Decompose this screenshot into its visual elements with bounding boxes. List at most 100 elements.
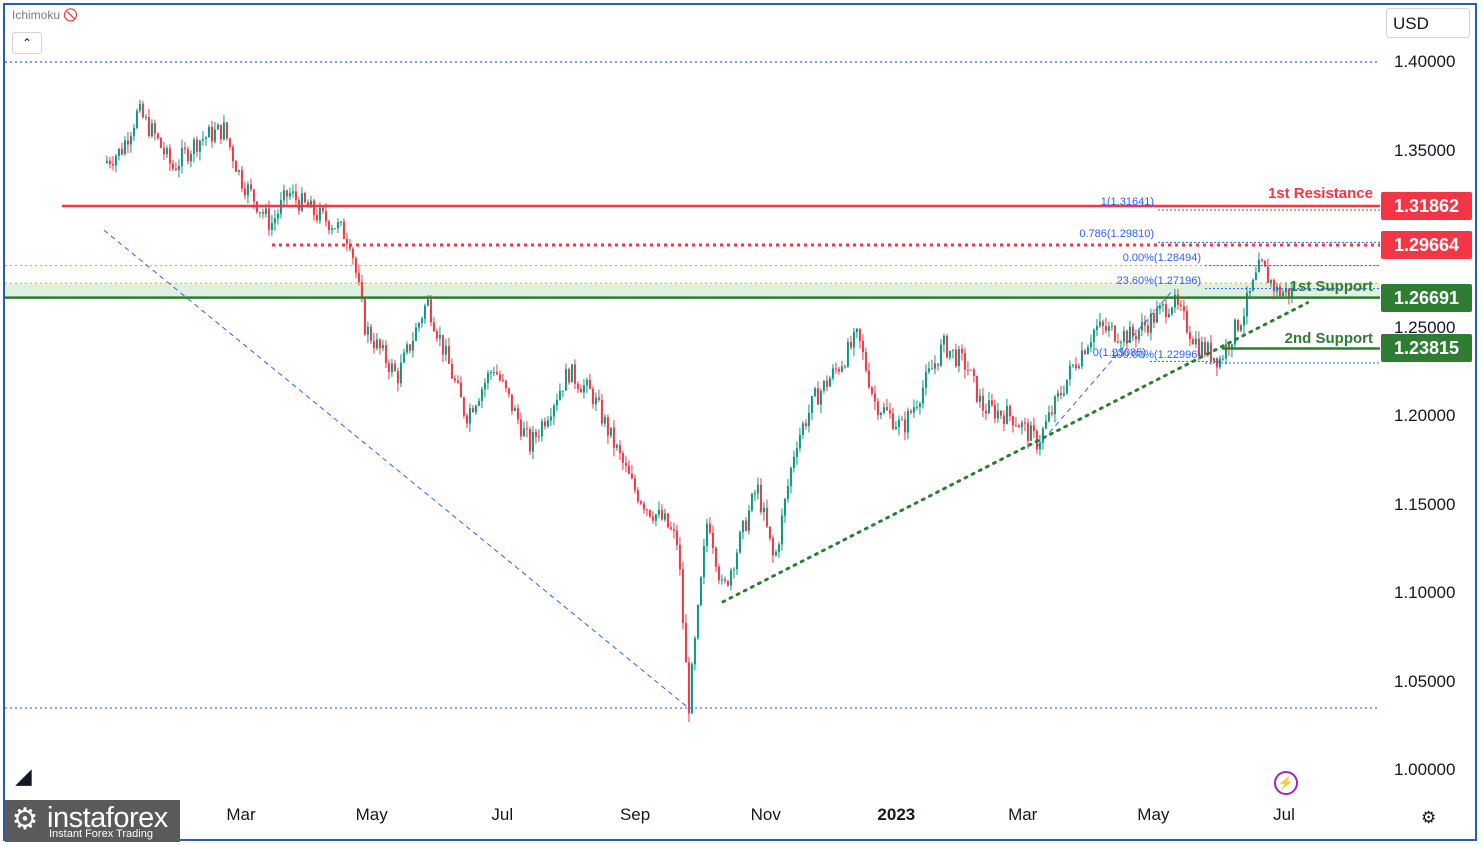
candle (165, 145, 168, 159)
candle (471, 404, 474, 413)
candle-body (465, 415, 468, 424)
candle-body (966, 369, 969, 371)
candle (363, 296, 366, 336)
candle (924, 364, 927, 396)
candle-body (438, 334, 441, 339)
candle (144, 113, 147, 121)
candle-body (492, 372, 495, 374)
candle (621, 450, 624, 471)
candle-body (342, 221, 345, 239)
candle (978, 389, 981, 408)
candle (483, 378, 486, 398)
fib-label: 100.00%(1.22996) (1110, 348, 1201, 361)
candle (723, 576, 726, 584)
candle-body (693, 638, 696, 665)
candle (618, 440, 621, 461)
candle (141, 100, 144, 119)
candle (747, 504, 750, 535)
candle (213, 121, 216, 144)
candle (201, 131, 204, 146)
candle-body (1167, 314, 1170, 318)
x-tick-label: Jul (1273, 805, 1295, 824)
candle-body (759, 484, 762, 513)
candle-body (519, 419, 522, 437)
candle-body (621, 453, 624, 463)
logo-wordmark: instaforex (47, 802, 168, 834)
candle (969, 369, 972, 371)
candle-body (126, 140, 129, 145)
candle-body (1131, 326, 1134, 336)
candle (984, 403, 987, 420)
candle-body (1059, 393, 1062, 396)
eye-off-icon[interactable]: 🚫 (63, 8, 79, 22)
candle-body (129, 136, 132, 145)
candle (762, 502, 765, 521)
candle (1176, 288, 1179, 310)
candle (276, 209, 279, 225)
candle (693, 635, 696, 671)
chevron-up-icon[interactable]: ⌃ (12, 32, 42, 54)
candle-body (801, 423, 804, 435)
candle (855, 327, 858, 339)
candle (735, 548, 738, 576)
candle-body (906, 410, 909, 433)
candle (810, 395, 813, 421)
candle (423, 303, 426, 324)
candle (1032, 417, 1035, 438)
candle-body (207, 127, 210, 138)
candle (567, 367, 570, 385)
candle-body (687, 662, 690, 714)
candle-body (573, 364, 576, 384)
candle-body (666, 513, 669, 528)
x-tick-label: 2023 (877, 805, 916, 824)
candle (768, 526, 771, 542)
candle (1275, 282, 1278, 298)
candle (750, 492, 753, 513)
candle (294, 183, 297, 207)
candle (486, 369, 489, 390)
indicator-label[interactable]: Ichimoku 🚫 (12, 8, 79, 22)
candle (372, 332, 375, 354)
candle (1020, 420, 1023, 435)
candle-body (213, 129, 216, 142)
candle-body (813, 388, 816, 397)
candle-body (162, 147, 165, 155)
candle (183, 142, 186, 155)
candle-body (579, 388, 582, 393)
candle (1107, 321, 1110, 337)
candle-body (462, 397, 465, 416)
currency-selector[interactable]: USD (1386, 8, 1470, 38)
candle (126, 132, 129, 154)
candle-body (108, 160, 111, 164)
settings-icon[interactable]: ⚙ (1421, 808, 1437, 827)
candle (975, 375, 978, 404)
candle-body (939, 344, 942, 366)
candle-body (879, 412, 882, 416)
candle-body (195, 139, 198, 152)
candle-body (1164, 304, 1167, 318)
y-tick-label: 1.00000 (1394, 760, 1456, 779)
candle (1116, 333, 1119, 344)
candle (957, 345, 960, 373)
candle (744, 517, 747, 532)
candle (669, 521, 672, 531)
candle-body (336, 222, 339, 229)
candle-body (252, 189, 255, 202)
candle-body (150, 123, 153, 137)
candle (603, 414, 606, 428)
candle-body (1173, 294, 1176, 308)
flash-icon[interactable]: ⚡ (1274, 771, 1298, 795)
candle (996, 402, 999, 423)
candle-body (426, 299, 429, 306)
candle-body (873, 393, 876, 402)
candle (636, 487, 639, 504)
candle-body (1074, 364, 1077, 369)
candle-body (447, 345, 450, 364)
fib-label: 0.00%(1.28494) (1122, 251, 1201, 264)
candle (1245, 286, 1248, 325)
candle-body (177, 165, 180, 170)
candle (468, 403, 471, 432)
candle (1203, 336, 1206, 358)
candle-body (1272, 280, 1275, 292)
